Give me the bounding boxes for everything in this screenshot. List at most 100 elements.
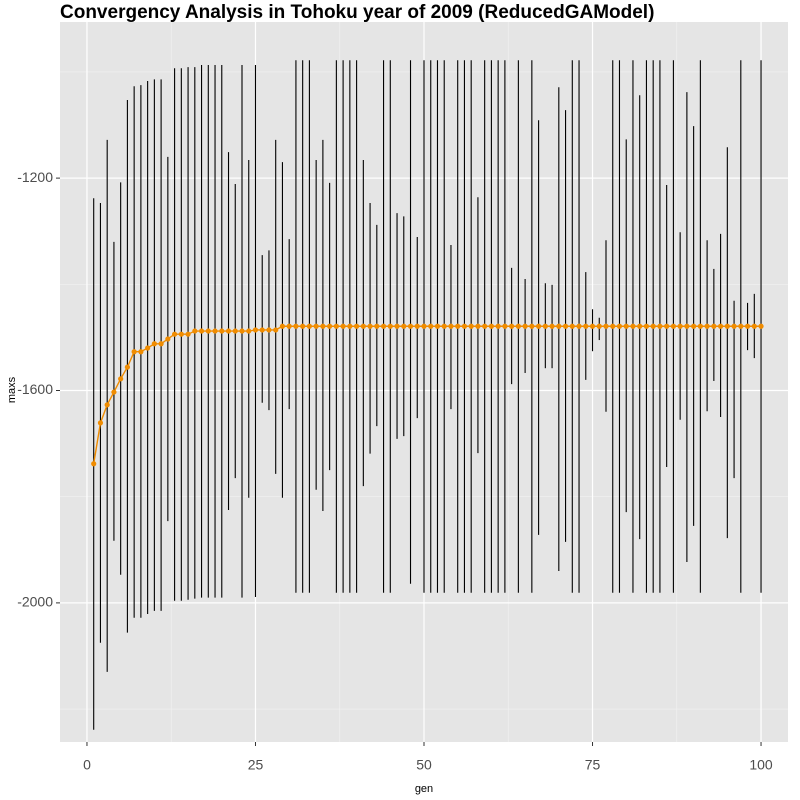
point	[266, 327, 272, 333]
point	[340, 323, 346, 329]
point	[286, 323, 292, 329]
point	[623, 323, 629, 329]
y-axis-title: maxs	[6, 376, 18, 403]
point	[360, 323, 366, 329]
point	[97, 420, 104, 426]
point	[225, 328, 232, 334]
point	[596, 323, 602, 329]
point	[353, 323, 360, 329]
point	[691, 323, 697, 329]
point	[252, 327, 259, 333]
point	[583, 323, 589, 329]
point	[677, 323, 683, 329]
point	[306, 323, 313, 329]
x-axis-title: gen	[415, 783, 433, 795]
point	[502, 323, 508, 329]
point	[717, 323, 724, 329]
point	[259, 327, 265, 333]
point	[367, 323, 373, 329]
point	[198, 328, 205, 334]
point	[131, 349, 137, 355]
point	[610, 323, 616, 329]
point	[758, 323, 764, 329]
point	[407, 323, 414, 329]
point	[542, 323, 548, 329]
point	[104, 402, 110, 408]
point	[279, 323, 286, 329]
point	[461, 323, 468, 329]
point	[347, 323, 353, 329]
point	[421, 323, 427, 329]
point	[616, 323, 623, 329]
point	[657, 323, 663, 329]
point	[448, 323, 454, 329]
point	[246, 328, 252, 334]
marks	[91, 60, 764, 730]
point	[495, 323, 501, 329]
point	[603, 323, 609, 329]
point	[178, 331, 184, 337]
point	[111, 389, 117, 395]
point	[643, 323, 650, 329]
y-tick-label: -1600	[17, 381, 53, 397]
point	[219, 328, 225, 334]
point	[744, 323, 751, 329]
point	[670, 323, 677, 329]
point	[212, 328, 218, 334]
point	[724, 323, 730, 329]
chart-title: Convergency Analysis in Tohoku year of 2…	[60, 2, 654, 23]
point	[232, 328, 238, 334]
point	[751, 323, 757, 329]
x-tick-label: 25	[248, 757, 264, 773]
point	[394, 323, 400, 329]
point	[711, 323, 717, 329]
point	[475, 323, 481, 329]
point	[320, 323, 326, 329]
point	[380, 323, 387, 329]
point	[91, 461, 97, 467]
x-tick-label: 100	[749, 757, 773, 773]
point	[704, 323, 710, 329]
point	[124, 364, 131, 370]
point	[731, 323, 737, 329]
point	[441, 323, 447, 329]
point	[576, 323, 582, 329]
point	[313, 323, 319, 329]
point	[293, 323, 299, 329]
line	[93, 325, 762, 464]
point	[434, 323, 441, 329]
point	[637, 323, 643, 329]
point	[569, 323, 575, 329]
x-tick-label: 50	[416, 757, 432, 773]
point	[300, 323, 306, 329]
point	[650, 323, 656, 329]
point	[468, 323, 474, 329]
point	[158, 341, 164, 347]
point	[273, 327, 279, 333]
point	[138, 349, 144, 355]
x-tick-label: 0	[83, 757, 91, 773]
point	[387, 323, 393, 329]
point	[482, 323, 488, 329]
point	[509, 323, 515, 329]
x-tick-label: 75	[585, 757, 601, 773]
point	[171, 331, 178, 337]
point	[697, 323, 703, 329]
point	[488, 323, 495, 329]
point	[401, 323, 407, 329]
y-tick-label: -2000	[17, 594, 53, 610]
point	[664, 323, 670, 329]
point	[239, 328, 245, 334]
point	[151, 341, 157, 347]
point	[414, 323, 420, 329]
point	[549, 323, 555, 329]
point	[630, 323, 636, 329]
point	[185, 331, 191, 337]
point	[522, 323, 528, 329]
point	[738, 323, 744, 329]
point	[428, 323, 434, 329]
point	[455, 323, 461, 329]
point	[165, 336, 171, 342]
point	[192, 328, 198, 334]
